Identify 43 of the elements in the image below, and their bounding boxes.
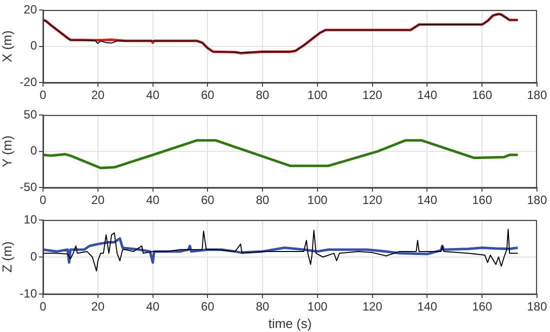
y-tick-label: 20	[24, 2, 38, 16]
x-tick-label: 100	[307, 88, 328, 102]
x-tick-label: 0	[40, 88, 47, 102]
y-tick-label: -50	[20, 180, 38, 194]
x-tick-label: 160	[472, 193, 492, 208]
x-axis-title: time (s)	[268, 316, 312, 331]
x-tick-label: 180	[526, 300, 548, 314]
x-tick-label: 0	[40, 193, 47, 208]
y-tick-label: 10	[24, 212, 38, 226]
x-tick-label: 60	[200, 88, 215, 102]
x-tick-label: 160	[472, 88, 492, 102]
x-tick-label: 60	[200, 193, 215, 208]
x-tick-label: 0	[40, 300, 47, 314]
x-tick-label: 20	[91, 193, 105, 208]
x-tick-label: 80	[256, 193, 270, 208]
x-tick-label: 120	[362, 193, 383, 208]
x-tick-label: 120	[362, 88, 383, 102]
x-tick-label: 60	[200, 300, 215, 314]
y-tick-label: 0	[30, 144, 38, 158]
x-tick-label: 160	[472, 300, 492, 314]
x-tick-label: 180	[526, 88, 548, 102]
x-tick-label: 140	[417, 300, 438, 314]
x-tick-label: 140	[417, 88, 438, 102]
x-tick-label: 100	[307, 300, 328, 314]
y-tick-label: 0	[30, 38, 38, 53]
y-tick-label: -10	[20, 286, 38, 300]
x-tick-label: 120	[362, 300, 383, 314]
y-tick-label: -20	[20, 74, 38, 89]
x-tick-label: 80	[256, 88, 270, 102]
y-axis-title: Z (m)	[0, 241, 14, 273]
y-tick-label: 0	[30, 249, 38, 264]
x-tick-label: 20	[91, 88, 105, 102]
x-tick-label: 20	[91, 300, 105, 314]
x-tick-label: 40	[146, 300, 160, 314]
y-tick-label: 50	[24, 107, 38, 122]
x-tick-label: 180	[526, 193, 548, 208]
x-tick-label: 40	[146, 88, 160, 102]
y-axis-title: Y (m)	[0, 136, 14, 168]
x-tick-label: 140	[417, 193, 438, 208]
x-tick-label: 40	[146, 193, 160, 208]
y-axis-title: X (m)	[0, 30, 14, 62]
x-tick-label: 80	[256, 300, 270, 314]
x-tick-label: 100	[307, 193, 328, 208]
